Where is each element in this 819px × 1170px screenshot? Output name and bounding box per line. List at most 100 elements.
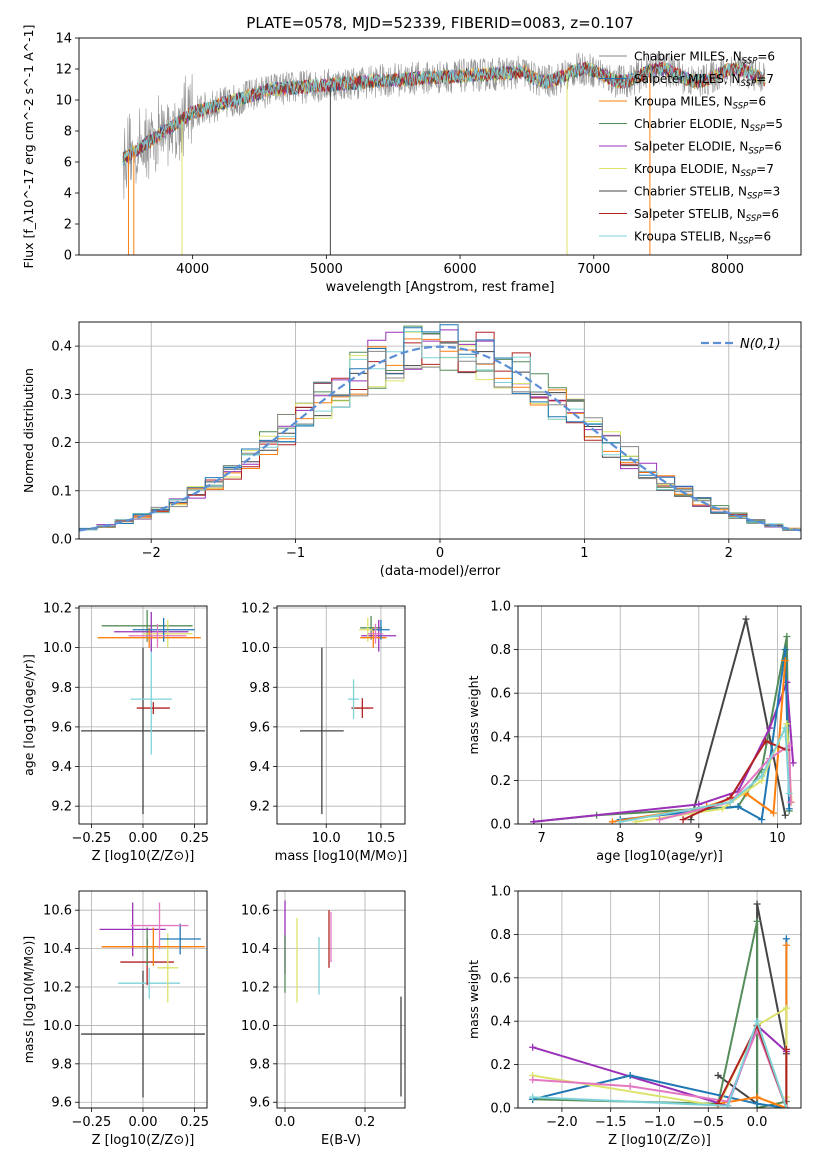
tick-label-y: 10.0	[43, 1019, 72, 1034]
tick-label-x: 0.2	[355, 1115, 376, 1130]
legend-label: Kroupa MILES, NSSP=6	[634, 95, 766, 112]
tick-label-x: 8	[616, 831, 624, 846]
tick-label-y: 0.6	[490, 971, 511, 986]
weight-point-marker	[762, 737, 770, 745]
tick-label-y: 10.4	[43, 942, 72, 957]
tick-label-y: 10.2	[43, 981, 72, 996]
tick-label-y: 9.6	[249, 1096, 270, 1111]
axes-frame-spectrum	[78, 37, 802, 256]
tick-label-y: 10.2	[241, 981, 270, 996]
axes-frame-age_vs_mass	[276, 605, 406, 825]
tick-label-x: 0	[436, 546, 444, 561]
tick-label-y: 10.0	[43, 641, 72, 656]
axis-label-x: Z [log10(Z/Z⊙)]	[608, 1133, 711, 1148]
weight-point-marker	[529, 1093, 537, 1101]
tick-label-y: 0.1	[51, 484, 72, 499]
axis-label-y: mass weight	[466, 960, 481, 1039]
weight-point-marker	[530, 818, 538, 824]
axis-label-y: Flux [f_λ10^-17 erg cm^-2 s^-1 A^-1]	[21, 25, 36, 269]
spectrum-legend: Chabrier MILES, NSSP=6 Salpeter MILES, NS…	[599, 50, 783, 247]
plot-area-mass_weight_vs_Z	[529, 900, 790, 1108]
weight-point-marker	[753, 900, 761, 908]
gaussian-reference-curve	[79, 345, 801, 532]
tick-label-y: 9.2	[249, 800, 270, 815]
tick-label-x: −2.0	[546, 1115, 578, 1130]
tick-label-y: 9.6	[51, 720, 72, 735]
weight-point-marker	[782, 1104, 790, 1108]
tick-label-y: 10.6	[43, 904, 72, 919]
weight-point-marker	[785, 789, 793, 797]
tick-label-y: 0.4	[490, 730, 511, 745]
plot-area-age_vs_Z	[81, 609, 205, 815]
weight-series-chabrier_elodie	[533, 635, 791, 823]
weight-point-marker	[781, 724, 789, 732]
tick-label-x: −0.5	[693, 1115, 725, 1130]
tick-label-y: 0.2	[51, 436, 72, 451]
legend-subscript: SSP	[748, 147, 764, 157]
tick-label-y: 10.4	[241, 942, 270, 957]
plot-area-spectrum	[122, 52, 766, 255]
tick-label-y: 0.6	[490, 687, 511, 702]
tick-label-y: 0.2	[490, 774, 511, 789]
axis-label-x: wavelength [Angstrom, rest frame]	[326, 280, 555, 295]
weight-point-marker	[769, 809, 777, 817]
weight-point-marker	[787, 798, 795, 806]
weight-point-marker	[529, 1043, 537, 1051]
axes-frame-mass_vs_ebv	[276, 890, 406, 1109]
weight-point-marker	[785, 805, 793, 813]
tick-label-y: 10.2	[43, 601, 72, 616]
weight-point-marker	[734, 803, 742, 811]
legend-label: Chabrier MILES, NSSP=6	[634, 50, 775, 67]
weight-point-marker	[608, 818, 616, 824]
legend-subscript: SSP	[741, 79, 757, 89]
tick-label-x: 0.00	[129, 1115, 158, 1130]
weight-point-marker	[529, 1076, 537, 1084]
weight-point-marker	[753, 1100, 761, 1108]
axis-label-x: age [log10(age/yr)]	[596, 849, 723, 864]
tick-label-x: 0.25	[180, 831, 209, 846]
weight-point-marker	[781, 646, 789, 654]
panel-spectrum: 4000 5000 6000 7000 8000 0 2 4 6 8 10 12 14 wavelengt…	[21, 25, 802, 295]
tick-label-y: 2	[64, 218, 72, 233]
tick-label-y: 1.0	[490, 600, 511, 615]
weight-point-marker	[679, 816, 687, 824]
legend-subscript: SSP	[741, 169, 757, 179]
axes-frame-age_vs_Z	[78, 605, 208, 825]
tick-label-x: 9	[695, 831, 703, 846]
legend-label: Salpeter ELODIE, NSSP=6	[634, 140, 782, 157]
panel-mass_weight_vs_age: 7 8 9 10 0.0 0.2 0.4 0.6 0.8 1.0 age [log10(age/yr…	[466, 600, 802, 864]
legend-subscript: SSP	[738, 237, 754, 247]
tick-label-y: 9.8	[51, 681, 72, 696]
tick-label-y: 1.0	[490, 885, 511, 900]
weight-point-marker	[753, 1093, 761, 1101]
legend-count: =6	[757, 50, 775, 64]
axes-frame-mass_weight_vs_age	[517, 605, 802, 825]
tick-label-x: 1	[580, 546, 588, 561]
spectrum-series-kroupa_stelib	[122, 62, 765, 166]
weight-point-marker	[616, 818, 624, 824]
tick-label-y: 9.8	[249, 1057, 270, 1072]
tick-label-x: −0.25	[71, 831, 111, 846]
panel-age_vs_mass: 10.0 10.5 9.2 9.4 9.6 9.8 10.0 10.2 mass [log10(…	[241, 601, 407, 864]
tick-label-y: 10	[55, 94, 72, 109]
axis-label-y: age [log10(age/yr)]	[21, 654, 36, 776]
weight-point-marker	[724, 1102, 732, 1108]
weight-point-marker	[718, 805, 726, 813]
weight-series-salpeter_elodie	[533, 681, 795, 823]
panel-mass_vs_ebv: 0.0 0.2 9.6 9.8 10.0 10.2 10.4 10.6 E(B-V)	[241, 890, 406, 1148]
weight-point-marker	[781, 657, 789, 664]
tick-label-y: 9.4	[249, 760, 270, 775]
tick-label-y: 10.6	[241, 904, 270, 919]
tick-label-y: 12	[55, 63, 72, 78]
tick-label-x: −2	[142, 546, 161, 561]
legend-subscript: SSP	[733, 102, 749, 112]
weight-point-marker	[726, 798, 734, 806]
weight-point-marker	[626, 1082, 634, 1090]
tick-label-x: −0.25	[71, 1115, 111, 1130]
weight-series-kroupa_stelib	[532, 1020, 788, 1108]
plot-area-residuals	[79, 324, 801, 539]
tick-label-x: 0.0	[275, 1115, 296, 1130]
tick-label-x: 0.0	[747, 1115, 768, 1130]
axis-label-x: (data-model)/error	[380, 564, 501, 579]
